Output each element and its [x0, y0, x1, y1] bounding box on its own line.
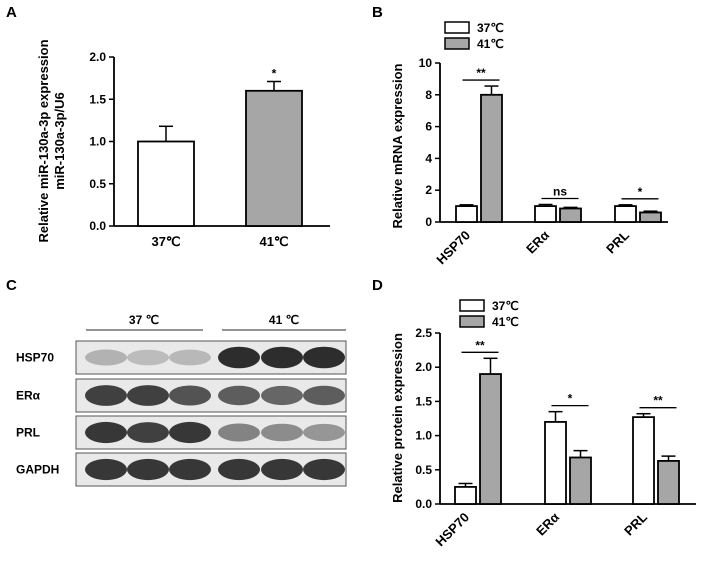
chart-b-legend-label: 41℃ [477, 37, 504, 51]
chart-a-category-label: 41℃ [259, 234, 288, 249]
chart-d-category-label: HSP70 [432, 510, 472, 550]
blot-band [218, 346, 260, 369]
chart-d-significance: ** [475, 338, 485, 352]
chart-b-legend-swatch [444, 37, 470, 50]
blot-band [85, 458, 127, 481]
blot-row-label: PRL [16, 426, 40, 440]
blot-band [85, 421, 127, 444]
blot-band [127, 422, 169, 443]
chart-a-ylabel-line2: miR-130a-3p/U6 [52, 92, 67, 190]
chart-a-bar [137, 140, 195, 227]
blot-band [261, 346, 303, 369]
chart-d-bar-41c [657, 460, 680, 505]
blot-band [261, 458, 303, 481]
chart-a-mir130a: 0.0 0.5 1.0 1.5 2.0 37℃ 41℃ * [89, 50, 330, 249]
chart-b-ytick-label: 2 [425, 183, 432, 197]
chart-d-bar-41c [569, 456, 592, 505]
chart-d-ytick-label: 1.0 [415, 429, 432, 443]
blot-band [303, 458, 345, 481]
chart-d-category-label: ERα [533, 510, 562, 539]
blot-row-label: HSP70 [16, 351, 54, 365]
blot-row-label: GAPDH [16, 463, 59, 477]
blot-band [218, 423, 260, 442]
chart-b-legend-label: 37℃ [477, 21, 504, 35]
blot-group-label: 41 ℃ [269, 313, 299, 327]
chart-d-ytick-label: 2.0 [415, 360, 432, 374]
chart-a-ytick-label: 0.5 [89, 177, 106, 191]
chart-a-bar [245, 89, 303, 227]
chart-b-significance: * [638, 185, 643, 199]
blot-band [303, 385, 345, 406]
chart-d-ytick-label: 2.5 [415, 326, 432, 340]
blot-band [303, 346, 345, 369]
blot-band [127, 385, 169, 406]
blot-band [218, 458, 260, 481]
panel-letter-d: D [372, 277, 383, 294]
chart-d-bar-37c [632, 416, 655, 505]
chart-a-significance: * [272, 67, 277, 81]
chart-a-category-label: 37℃ [151, 234, 180, 249]
blot-band [85, 385, 127, 406]
blot-band [303, 423, 345, 442]
chart-d-legend-swatch [459, 315, 485, 328]
chart-d-bar-37c [544, 421, 567, 505]
chart-b-bar-37c [455, 205, 478, 223]
chart-d-legend-swatch [459, 299, 485, 312]
chart-b-ytick-label: 6 [425, 120, 432, 134]
chart-b-bar-41c [639, 211, 662, 223]
chart-b-category-label: ERα [523, 228, 552, 257]
chart-b-category-label: PRL [603, 227, 632, 256]
panel-letter-a: A [6, 4, 17, 21]
chart-d-legend-label: 37℃ [492, 299, 519, 313]
chart-d-ylabel: Relative protein expression [390, 333, 405, 503]
blot-band [218, 385, 260, 406]
blot-band [169, 385, 211, 406]
blot-band [261, 385, 303, 406]
blot-band [261, 423, 303, 442]
chart-a-ylabel-line1: Relative miR-130a-3p expression [36, 39, 51, 242]
chart-d-significance: ** [653, 394, 663, 408]
chart-d-bar-41c [479, 373, 502, 505]
chart-d-category-label: PRL [621, 509, 650, 538]
western-blot-panel: 37 ℃ 41 ℃ HSP70 ERα PRL GAPDH [16, 313, 347, 487]
chart-b-bar-37c [534, 205, 557, 223]
chart-b-ytick-label: 10 [419, 56, 433, 70]
chart-b-bar-41c [480, 93, 503, 223]
chart-b-mrna: 0 2 4 6 8 10 ** HSP70 ns ERα * PRL 37℃ 41℃ [419, 21, 668, 267]
chart-d-legend-label: 41℃ [492, 315, 519, 329]
chart-a-ytick-label: 0.0 [89, 219, 106, 233]
chart-a-ytick-label: 2.0 [89, 50, 106, 64]
chart-d-bar-37c [454, 485, 477, 505]
chart-d-ytick-label: 1.5 [415, 394, 432, 408]
chart-d-protein: 0.0 0.5 1.0 1.5 2.0 2.5 ** HSP70 * ERα ** PRL 37℃ 41℃ [415, 299, 696, 549]
blot-band [169, 421, 211, 444]
chart-d-ytick-label: 0.0 [415, 497, 432, 511]
chart-b-ytick-label: 0 [425, 215, 432, 229]
chart-a-ytick-label: 1.0 [89, 135, 106, 149]
chart-b-significance: ** [476, 66, 486, 80]
chart-b-bar-37c [614, 205, 637, 223]
blot-band [169, 458, 211, 481]
chart-b-legend-swatch [444, 21, 470, 34]
chart-b-category-label: HSP70 [433, 228, 473, 268]
panel-letter-b: B [372, 4, 383, 21]
blot-band [169, 349, 211, 366]
chart-b-significance: ns [553, 185, 567, 199]
chart-b-ytick-label: 8 [425, 88, 432, 102]
chart-b-ytick-label: 4 [425, 151, 432, 165]
blot-band [127, 349, 169, 366]
panel-letter-c: C [6, 277, 17, 294]
blot-band [127, 458, 169, 481]
blot-row-label: ERα [16, 389, 41, 403]
chart-b-ylabel: Relative mRNA expression [390, 63, 405, 228]
chart-d-ytick-label: 0.5 [415, 463, 432, 477]
blot-group-label: 37 ℃ [129, 313, 159, 327]
chart-a-ytick-label: 1.5 [89, 92, 106, 106]
chart-d-significance: * [568, 392, 573, 406]
blot-band [85, 349, 127, 366]
chart-b-bar-41c [559, 207, 582, 223]
